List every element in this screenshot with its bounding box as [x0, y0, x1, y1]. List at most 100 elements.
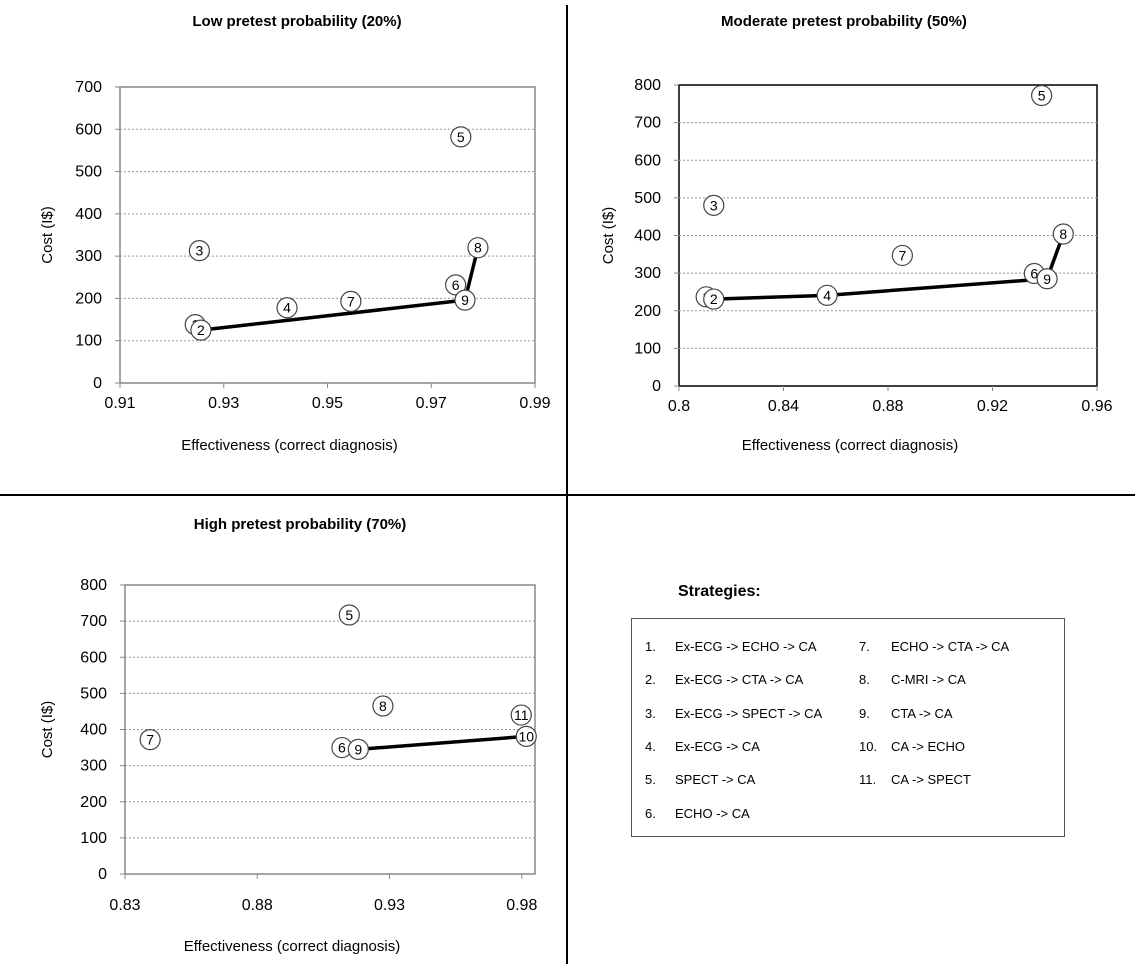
x-axis-label: Effectiveness (correct diagnosis) — [181, 437, 397, 454]
x-tick-label: 0.91 — [104, 395, 135, 412]
y-tick-label: 600 — [634, 152, 661, 169]
x-tick-label: 0.95 — [312, 395, 343, 412]
legend-item-8: 8. C-MRI -> CA — [859, 672, 966, 687]
legend-item-2: 2. Ex-ECG -> CTA -> CA — [645, 672, 803, 687]
strategy-marker-4: 4 — [276, 297, 298, 319]
y-tick-label: 800 — [634, 77, 661, 94]
y-axis-label: Cost (I$) — [39, 701, 56, 759]
x-tick-label: 0.88 — [242, 897, 273, 914]
vertical-divider — [566, 5, 568, 964]
strategy-marker-9: 9 — [347, 738, 369, 760]
legend-number: 2. — [645, 672, 656, 687]
legend-number: 3. — [645, 706, 656, 721]
marker-label: 5 — [345, 607, 353, 623]
marker-circle — [454, 289, 476, 311]
x-tick-label: 0.97 — [416, 395, 447, 412]
marker-circle — [372, 695, 394, 717]
y-tick-label: 400 — [75, 206, 102, 223]
legend-number: 7. — [859, 639, 870, 654]
x-tick-label: 0.83 — [109, 897, 140, 914]
marker-circle — [188, 240, 210, 262]
y-tick-label: 600 — [75, 121, 102, 138]
x-tick-label: 0.8 — [668, 398, 690, 415]
strategy-marker-3: 3 — [188, 240, 210, 262]
strategy-marker-5: 5 — [1031, 84, 1053, 107]
marker-label: 5 — [1038, 88, 1046, 104]
chart-title: High pretest probability (70%) — [194, 516, 407, 533]
strategy-marker-7: 7 — [139, 729, 161, 751]
legend-title: Strategies: — [678, 583, 761, 600]
efficient-frontier-line — [358, 734, 527, 752]
legend-number: 8. — [859, 672, 870, 687]
y-tick-label: 100 — [75, 333, 102, 350]
x-tick-label: 0.96 — [1081, 398, 1112, 415]
plot-area — [119, 86, 536, 384]
chart-high: High pretest probability (70%) 0 100 200 300… — [39, 516, 537, 955]
marker-label: 11 — [514, 707, 529, 723]
y-tick-label: 100 — [634, 340, 661, 357]
x-axis-label: Effectiveness (correct diagnosis) — [184, 938, 400, 955]
chart-moderate: Moderate pretest probability (50%)010020… — [600, 13, 1113, 454]
marker-label: 7 — [347, 293, 355, 309]
legend-label: C-MRI -> CA — [891, 672, 966, 687]
legend-label: ECHO -> CA — [675, 806, 750, 821]
legend-number: 5. — [645, 772, 656, 787]
strategy-marker-5: 5 — [338, 604, 360, 626]
legend-item-1: 1. Ex-ECG -> ECHO -> CA — [645, 639, 817, 654]
marker-label: 8 — [1059, 226, 1067, 242]
marker-circle — [445, 274, 467, 296]
y-tick-label: 300 — [75, 248, 102, 265]
chart-panel-high: High pretest probability (70%) 0 100 200 300… — [0, 496, 566, 964]
marker-label: 3 — [710, 197, 718, 213]
y-tick-label: 500 — [634, 190, 661, 207]
marker-circle — [467, 237, 489, 259]
y-tick-label: 0 — [652, 378, 661, 395]
marker-label: 4 — [823, 287, 831, 303]
strategy-marker-6: 6 — [445, 274, 467, 296]
legend-item-5: 5. SPECT -> CA — [645, 772, 755, 787]
efficient-frontier-line — [200, 247, 480, 332]
y-tick-label: 500 — [75, 164, 102, 181]
marker-label: 7 — [146, 732, 154, 748]
marker-circle — [450, 126, 472, 148]
efficient-frontier-line — [713, 233, 1065, 301]
y-tick-label: 300 — [634, 265, 661, 282]
x-tick-label: 0.88 — [872, 398, 903, 415]
legend-label: CA -> SPECT — [891, 772, 971, 787]
strategy-marker-4: 4 — [816, 284, 838, 306]
legend-item-4: 4. Ex-ECG -> CA — [645, 739, 760, 754]
marker-label: 6 — [1030, 266, 1038, 282]
marker-label: 6 — [338, 740, 346, 756]
y-tick-label: 400 — [80, 722, 107, 739]
legend-number: 10. — [859, 739, 878, 754]
marker-label: 9 — [354, 741, 362, 757]
legend-item-9: 9. CTA -> CA — [859, 706, 953, 721]
legend-item-6: 6. ECHO -> CA — [645, 806, 750, 821]
marker-circle — [338, 604, 360, 626]
strategy-marker-11: 11 — [510, 704, 532, 726]
legend-number: 1. — [645, 639, 656, 654]
horizontal-divider — [0, 494, 1135, 496]
marker-label: 2 — [197, 322, 205, 338]
chart-panel-moderate: Moderate pretest probability (50%) 0 100 20… — [568, 0, 1135, 494]
legend-number: 4. — [645, 739, 656, 754]
y-tick-label: 700 — [75, 79, 102, 96]
marker-circle — [276, 297, 298, 319]
y-tick-label: 200 — [634, 303, 661, 320]
legend-item-7: 7. ECHO -> CTA -> CA — [859, 639, 1009, 654]
legend-item-3: 3. Ex-ECG -> SPECT -> CA — [645, 706, 822, 721]
marker-circle — [1036, 268, 1058, 290]
legend-label: Ex-ECG -> SPECT -> CA — [675, 706, 823, 721]
y-tick-label: 400 — [634, 228, 661, 245]
marker-circle — [510, 704, 532, 726]
x-tick-label: 0.93 — [374, 897, 405, 914]
strategy-marker-2: 2 — [703, 288, 725, 310]
marker-circle — [190, 319, 212, 341]
chart-panel-low: Low pretest probability (20%) 0 100 200 300 4… — [0, 0, 566, 494]
y-tick-label: 700 — [634, 115, 661, 132]
chart-low: Low pretest probability (20%) 0 100 200 300 4… — [39, 13, 551, 454]
legend-number: 6. — [645, 806, 656, 821]
marker-label: 10 — [518, 728, 534, 744]
marker-circle — [340, 290, 362, 312]
legend-item-11: 11. CA -> SPECT — [859, 772, 971, 787]
